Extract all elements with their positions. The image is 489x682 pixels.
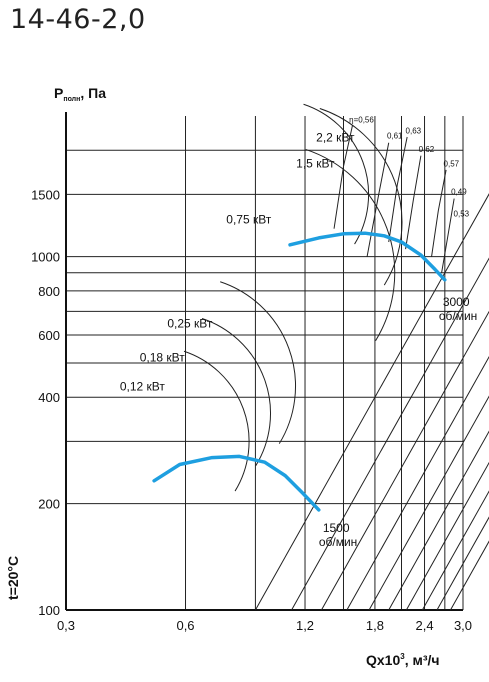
- efficiency-curve: [431, 169, 447, 257]
- efficiency-label: 0,63: [406, 127, 422, 136]
- y-tick-label: 1000: [31, 250, 60, 265]
- performance-curve: [152, 454, 321, 512]
- grid-layer: [65, 112, 464, 611]
- speed-label-unit: об/мин: [319, 535, 357, 549]
- power-arc: [183, 350, 250, 492]
- x-tick-label: 0,6: [176, 618, 194, 633]
- power-label: 2,2 кВт: [316, 130, 355, 144]
- temperature-label: t=20°C: [5, 556, 21, 600]
- system-curve-line: [405, 461, 489, 611]
- power-label: 0,75 кВт: [226, 213, 272, 227]
- y-tick-label: 400: [38, 390, 60, 405]
- efficiency-curve: [333, 125, 353, 229]
- speed-label-value: 1500: [323, 521, 350, 535]
- y-axis-title: Pполн, Па: [54, 85, 106, 103]
- power-arc: [303, 103, 370, 245]
- power-arc: [220, 281, 297, 444]
- power-arc: [319, 108, 403, 286]
- efficiency-curve: [366, 142, 390, 257]
- power-arc: [305, 148, 396, 342]
- efficiency-label: 0,61: [387, 131, 403, 140]
- y-tick-label: 100: [38, 603, 60, 618]
- system-curve-line: [291, 257, 489, 611]
- x-tick-label: 2,4: [415, 618, 433, 633]
- system-curve-line: [436, 516, 489, 611]
- x-tick-label: 0,3: [57, 618, 75, 633]
- system-curve-line: [368, 395, 489, 611]
- x-tick-label: 1,2: [296, 618, 314, 633]
- performance-curve: [288, 231, 447, 282]
- efficiency-curve: [405, 155, 422, 250]
- y-tick-label: 1500: [31, 187, 60, 202]
- page-title: 14-46-2,0: [10, 4, 146, 35]
- system-curve-line: [254, 193, 489, 611]
- power-arcs-layer: [183, 103, 403, 492]
- power-label: 0,18 кВт: [140, 350, 186, 364]
- power-label: 0,25 кВт: [167, 317, 213, 331]
- y-tick-label: 800: [38, 284, 60, 299]
- speed-label-value: 3000: [443, 295, 470, 309]
- x-tick-label: 3,0: [454, 618, 472, 633]
- efficiency-label: 0,49: [451, 187, 467, 196]
- speed-label-unit: об/мин: [439, 309, 477, 323]
- system-curve-line: [421, 490, 489, 611]
- system-curve-line: [321, 310, 489, 611]
- labels-layer: 0,3 0,6 1,2 1,8 2,4 3,0 100 200 400 600 800 1000 150…: [31, 115, 477, 633]
- power-arc: [201, 318, 271, 466]
- series-layer: [152, 231, 447, 512]
- efficiency-label: η=0,56: [349, 115, 374, 124]
- efficiency-label: 0,62: [419, 145, 435, 154]
- efficiency-label: 0,57: [444, 159, 460, 168]
- efficiency-curve: [441, 198, 455, 273]
- efficiency-curve: [388, 136, 408, 243]
- power-label: 1,5 кВт: [296, 156, 335, 170]
- system-curve-line: [346, 356, 489, 611]
- system-curve-line: [388, 430, 489, 611]
- system-curves-layer: [254, 193, 489, 611]
- y-tick-label: 600: [38, 328, 60, 343]
- x-axis-title: Qx103, м³/ч: [366, 652, 440, 668]
- efficiency-label: 0,53: [454, 209, 470, 218]
- power-label: 0,12 кВт: [120, 379, 166, 393]
- efficiency-curves-layer: [333, 125, 455, 273]
- x-tick-label: 1,8: [366, 618, 384, 633]
- y-tick-label: 200: [38, 497, 60, 512]
